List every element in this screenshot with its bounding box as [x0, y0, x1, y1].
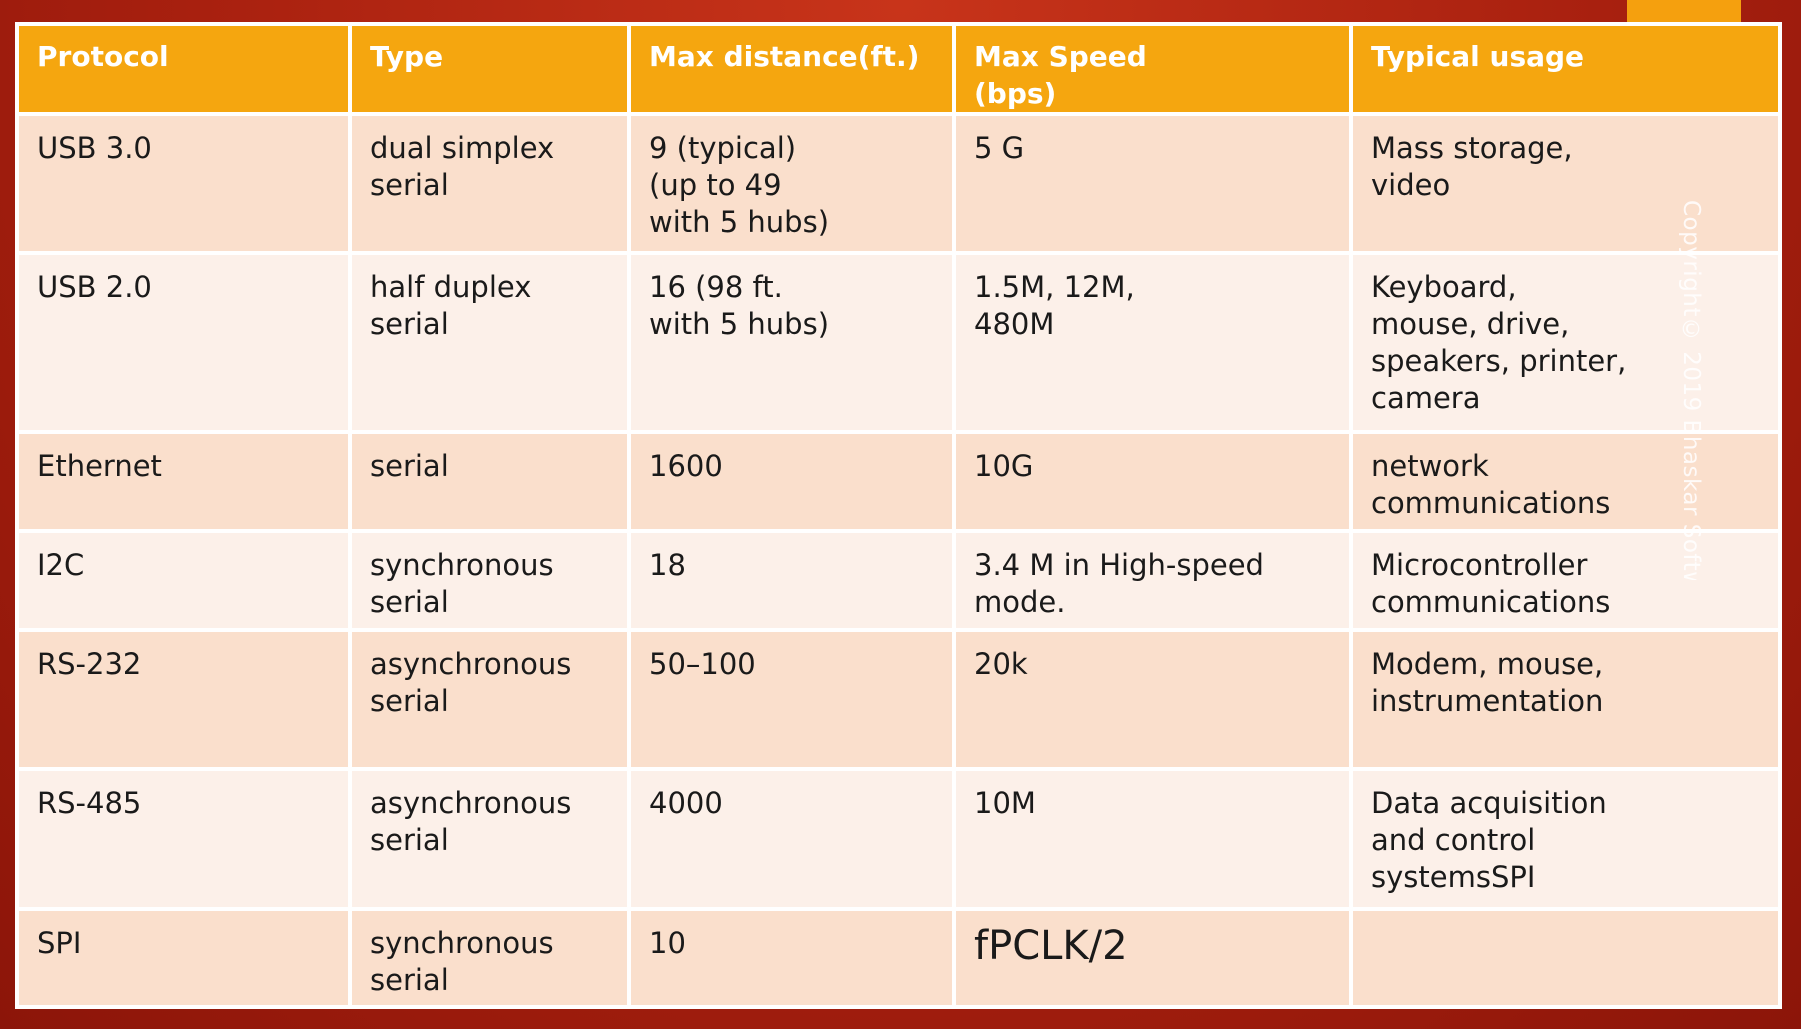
- cell-type: synchronous serial: [348, 907, 631, 1009]
- cell-typical-usage: Modem, mouse, instrumentation: [1349, 628, 1782, 771]
- table-row: USB 2.0 half duplex serial 16 (98 ft. wi…: [15, 251, 1782, 434]
- cell-type: asynchronous serial: [348, 767, 631, 911]
- copyright-watermark: Copyright© 2019 Bhaskar Software: [1678, 200, 1704, 580]
- cell-protocol: Ethernet: [15, 430, 352, 533]
- cell-max-speed: 10M: [952, 767, 1353, 911]
- table-row: RS-485 asynchronous serial 4000 10M Data…: [15, 767, 1782, 911]
- table-row: RS-232 asynchronous serial 50–100 20k Mo…: [15, 628, 1782, 771]
- cell-protocol: RS-485: [15, 767, 352, 911]
- header-max-speed: Max Speed (bps): [952, 22, 1353, 116]
- cell-type: serial: [348, 430, 631, 533]
- header-protocol: Protocol: [15, 22, 352, 116]
- cell-max-distance: 18: [627, 529, 956, 632]
- cell-protocol: RS-232: [15, 628, 352, 771]
- header-max-distance: Max distance(ft.): [627, 22, 956, 116]
- cell-typical-usage: Mass storage, video: [1349, 112, 1782, 255]
- cell-max-distance: 16 (98 ft. with 5 hubs): [627, 251, 956, 434]
- cell-max-distance: 4000: [627, 767, 956, 911]
- cell-type: synchronous serial: [348, 529, 631, 632]
- cell-typical-usage: Keyboard, mouse, drive, speakers, printe…: [1349, 251, 1782, 434]
- cell-max-speed: 1.5M, 12M, 480M: [952, 251, 1353, 434]
- cell-max-speed: 3.4 M in High-speed mode.: [952, 529, 1353, 632]
- cell-protocol: USB 2.0: [15, 251, 352, 434]
- cell-type: half duplex serial: [348, 251, 631, 434]
- cell-max-distance: 10: [627, 907, 956, 1009]
- table-row: I2C synchronous serial 18 3.4 M in High-…: [15, 529, 1782, 632]
- cell-max-distance: 1600: [627, 430, 956, 533]
- cell-max-speed: 5 G: [952, 112, 1353, 255]
- slide-accent-tab: [1627, 0, 1741, 22]
- cell-max-speed: 20k: [952, 628, 1353, 771]
- header-typical-usage: Typical usage: [1349, 22, 1782, 116]
- table-row: USB 3.0 dual simplex serial 9 (typical) …: [15, 112, 1782, 255]
- cell-type: asynchronous serial: [348, 628, 631, 771]
- cell-typical-usage: [1349, 907, 1782, 1009]
- header-type: Type: [348, 22, 631, 116]
- cell-typical-usage: network communications: [1349, 430, 1782, 533]
- table-row: SPI synchronous serial 10 fPCLK/2: [15, 907, 1782, 1009]
- table-header-row: Protocol Type Max distance(ft.) Max Spee…: [15, 22, 1782, 116]
- cell-typical-usage: Data acquisition and control systemsSPI: [1349, 767, 1782, 911]
- cell-typical-usage: Microcontroller communications: [1349, 529, 1782, 632]
- cell-max-speed: fPCLK/2: [952, 907, 1353, 1009]
- cell-type: dual simplex serial: [348, 112, 631, 255]
- cell-protocol: USB 3.0: [15, 112, 352, 255]
- cell-max-distance: 50–100: [627, 628, 956, 771]
- cell-protocol: I2C: [15, 529, 352, 632]
- table-row: Ethernet serial 1600 10G network communi…: [15, 430, 1782, 533]
- cell-max-distance: 9 (typical) (up to 49 with 5 hubs): [627, 112, 956, 255]
- protocol-comparison-table: Protocol Type Max distance(ft.) Max Spee…: [15, 22, 1782, 1009]
- cell-protocol: SPI: [15, 907, 352, 1009]
- cell-max-speed: 10G: [952, 430, 1353, 533]
